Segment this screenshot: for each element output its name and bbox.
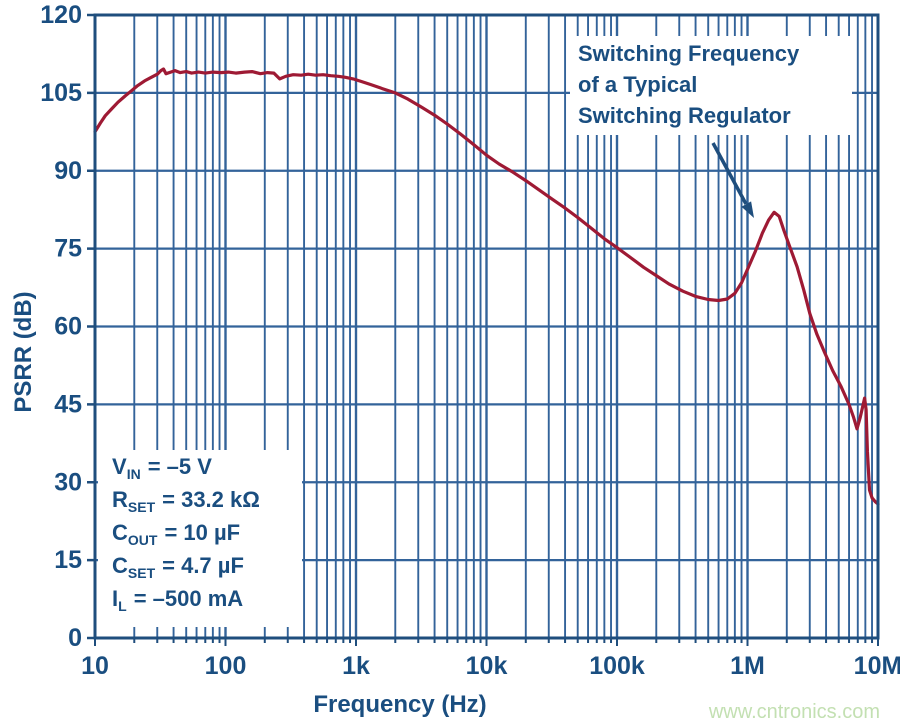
y-tick-label: 15 xyxy=(54,546,82,574)
y-tick-label: 75 xyxy=(54,235,82,263)
frame-layer xyxy=(87,13,880,646)
condition-cout: COUT = 10 µF xyxy=(112,520,240,548)
annotation-line-3: Switching Regulator xyxy=(578,103,791,128)
x-tick-label: 1M xyxy=(730,652,765,680)
annotation-line-2: of a Typical xyxy=(578,72,697,97)
psrr-curve xyxy=(93,67,880,506)
y-tick-label: 45 xyxy=(54,390,82,418)
curve-layer xyxy=(93,67,880,506)
watermark: www.cntronics.com xyxy=(708,701,880,723)
grid-layer xyxy=(95,15,878,638)
condition-cset: CSET = 4.7 µF xyxy=(112,553,244,581)
condition-vin: VIN = –5 V xyxy=(112,454,212,482)
y-tick-label: 90 xyxy=(54,157,82,185)
y-tick-label: 60 xyxy=(54,313,82,341)
annotation-arrow-line xyxy=(711,142,748,205)
condition-rset: RSET = 33.2 kΩ xyxy=(112,487,260,515)
x-tick-label: 10k xyxy=(466,652,508,680)
annotation-line-1: Switching Frequency xyxy=(578,41,800,66)
y-axis-title: PSRR (dB) xyxy=(10,291,37,412)
annotation-arrow xyxy=(711,142,754,218)
x-tick-label: 100 xyxy=(205,652,247,680)
y-tick-label: 30 xyxy=(54,468,82,496)
y-tick-label: 0 xyxy=(68,624,82,652)
x-tick-label: 1k xyxy=(342,652,370,680)
tick-labels-layer: 0 15 30 45 60 75 90 105 120 10 100 1k 10k 100k 1M 10M xyxy=(40,1,900,680)
condition-il: IL = –500 mA xyxy=(112,586,243,614)
conditions-legend: VIN = –5 V RSET = 33.2 kΩ COUT = 10 µF CSET… xyxy=(112,454,260,614)
y-tick-label: 105 xyxy=(40,79,82,107)
x-tick-label: 10M xyxy=(854,652,900,680)
annotation: Switching Frequency of a Typical Switchi… xyxy=(578,41,800,128)
x-tick-label: 10 xyxy=(81,652,109,680)
annotation-background xyxy=(570,36,852,135)
x-axis-title: Frequency (Hz) xyxy=(313,691,486,718)
conditions-background xyxy=(98,450,302,627)
x-tick-label: 100k xyxy=(589,652,645,680)
y-tick-label: 120 xyxy=(40,1,82,29)
annotation-arrowhead xyxy=(741,201,754,218)
